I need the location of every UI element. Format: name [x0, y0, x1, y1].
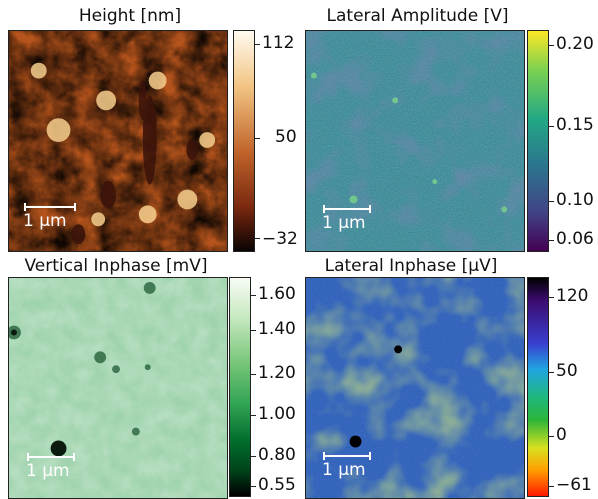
vertical-inphase-tick: 1.40 — [258, 319, 296, 339]
lateral-amplitude-tick: 0.20 — [556, 34, 594, 54]
vertical-inphase-colorbar — [229, 277, 251, 497]
height-tick: 50 — [275, 127, 297, 147]
vertical-inphase-scale-label: 1 µm — [26, 461, 70, 481]
height-tick: −32 — [262, 229, 298, 249]
lateral-amplitude-tick: 0.15 — [556, 115, 594, 135]
vertical-inphase-tick: 0.80 — [258, 445, 296, 465]
lateral-inphase-tick: 120 — [556, 286, 589, 306]
vertical-inphase-tick: 1.60 — [258, 284, 296, 304]
lateral-amplitude-map: 1 µm — [305, 30, 525, 252]
vertical-inphase-title: Vertical Inphase [mV] — [24, 256, 208, 276]
vertical-inphase-tick: 1.20 — [258, 363, 296, 383]
lateral-inphase-tick: 50 — [556, 361, 578, 381]
lateral-inphase-colorbar — [527, 277, 549, 497]
vertical-inphase-tick: 0.55 — [258, 475, 296, 495]
height-colorbar — [233, 30, 255, 252]
lateral-amplitude-tick: 0.10 — [556, 190, 594, 210]
lateral-amplitude-title: Lateral Amplitude [V] — [326, 6, 509, 26]
height-map: 1 µm — [8, 30, 228, 252]
lateral-amplitude-scale-bar — [323, 205, 371, 213]
vertical-inphase-tick: 1.00 — [258, 404, 296, 424]
vertical-inphase-map: 1 µm — [8, 277, 228, 499]
height-scale-bar — [24, 203, 76, 211]
lateral-amplitude-colorbar — [527, 30, 549, 252]
lateral-amplitude-tick: 0.06 — [556, 229, 594, 249]
lateral-inphase-map: 1 µm — [305, 277, 525, 499]
lateral-inphase-tick: 0 — [556, 425, 567, 445]
vertical-inphase-scale-bar — [27, 453, 75, 461]
height-tick: 112 — [262, 33, 295, 53]
lateral-inphase-title: Lateral Inphase [µV] — [324, 256, 498, 276]
lateral-inphase-scale-bar — [323, 452, 371, 460]
lateral-inphase-scale-label: 1 µm — [322, 460, 366, 480]
lateral-inphase-tick: −61 — [556, 475, 592, 495]
height-title: Height [nm] — [78, 6, 182, 26]
height-scale-label: 1 µm — [23, 211, 67, 231]
lateral-amplitude-scale-label: 1 µm — [322, 213, 366, 233]
